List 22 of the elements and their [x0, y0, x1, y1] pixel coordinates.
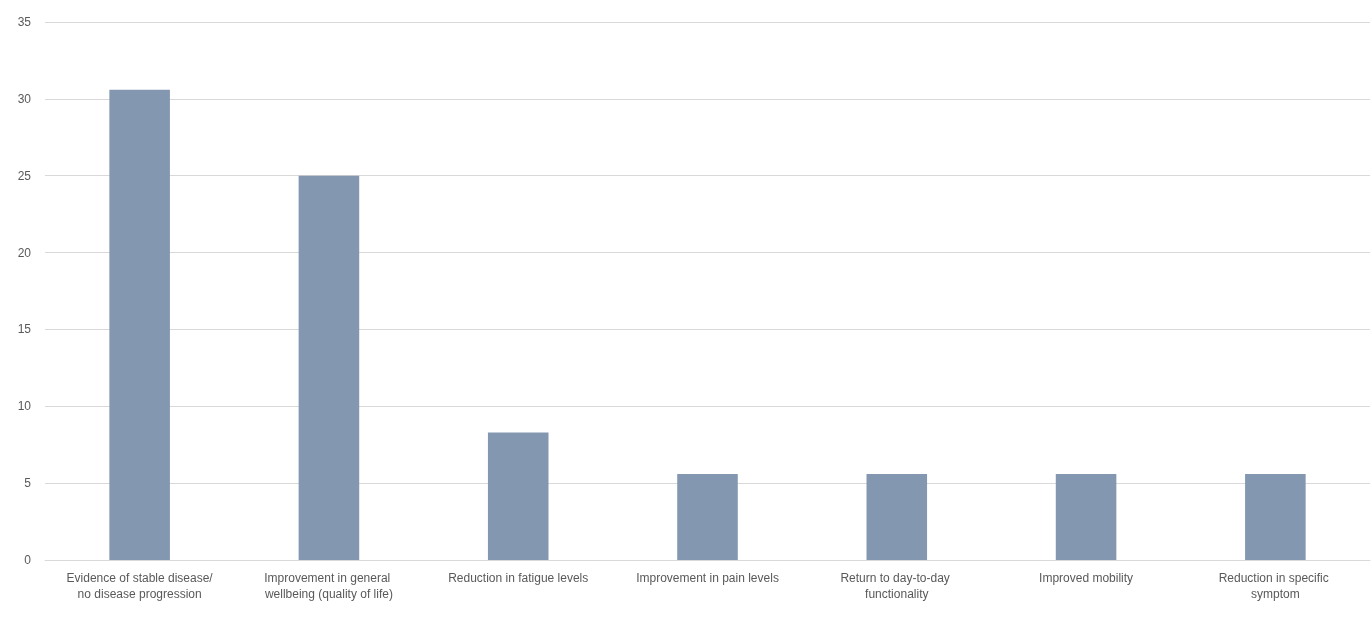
x-tick-label: Improvement in pain levels [636, 571, 779, 585]
x-tick-label: Evidence of stable disease/no disease progression [66, 571, 214, 601]
x-tick-label: Improvement in general wellbeing (quality of life) [263, 571, 394, 601]
bar [866, 473, 928, 560]
bar [1245, 473, 1306, 560]
y-tick-label: 35 [17, 15, 32, 29]
y-tick-label: 10 [17, 399, 32, 414]
x-tick-label: Improved mobility [1039, 571, 1134, 585]
bar [298, 175, 360, 560]
y-tick-label: 25 [17, 168, 32, 183]
x-tick-label: Reduction in specific symptom [1218, 571, 1333, 601]
bar [109, 89, 170, 560]
y-tick-label: 0 [24, 553, 32, 567]
x-tick-label: Reduction in fatigue levels [448, 571, 589, 585]
bar [1055, 473, 1117, 560]
y-tick-label: 5 [24, 476, 32, 491]
bar [487, 432, 549, 560]
bar [677, 473, 738, 560]
y-tick-label: 15 [17, 322, 32, 337]
x-tick-label: Return to day-to-day functionality [840, 571, 954, 601]
y-tick-label: 20 [17, 245, 32, 260]
y-tick-label: 30 [17, 91, 32, 106]
